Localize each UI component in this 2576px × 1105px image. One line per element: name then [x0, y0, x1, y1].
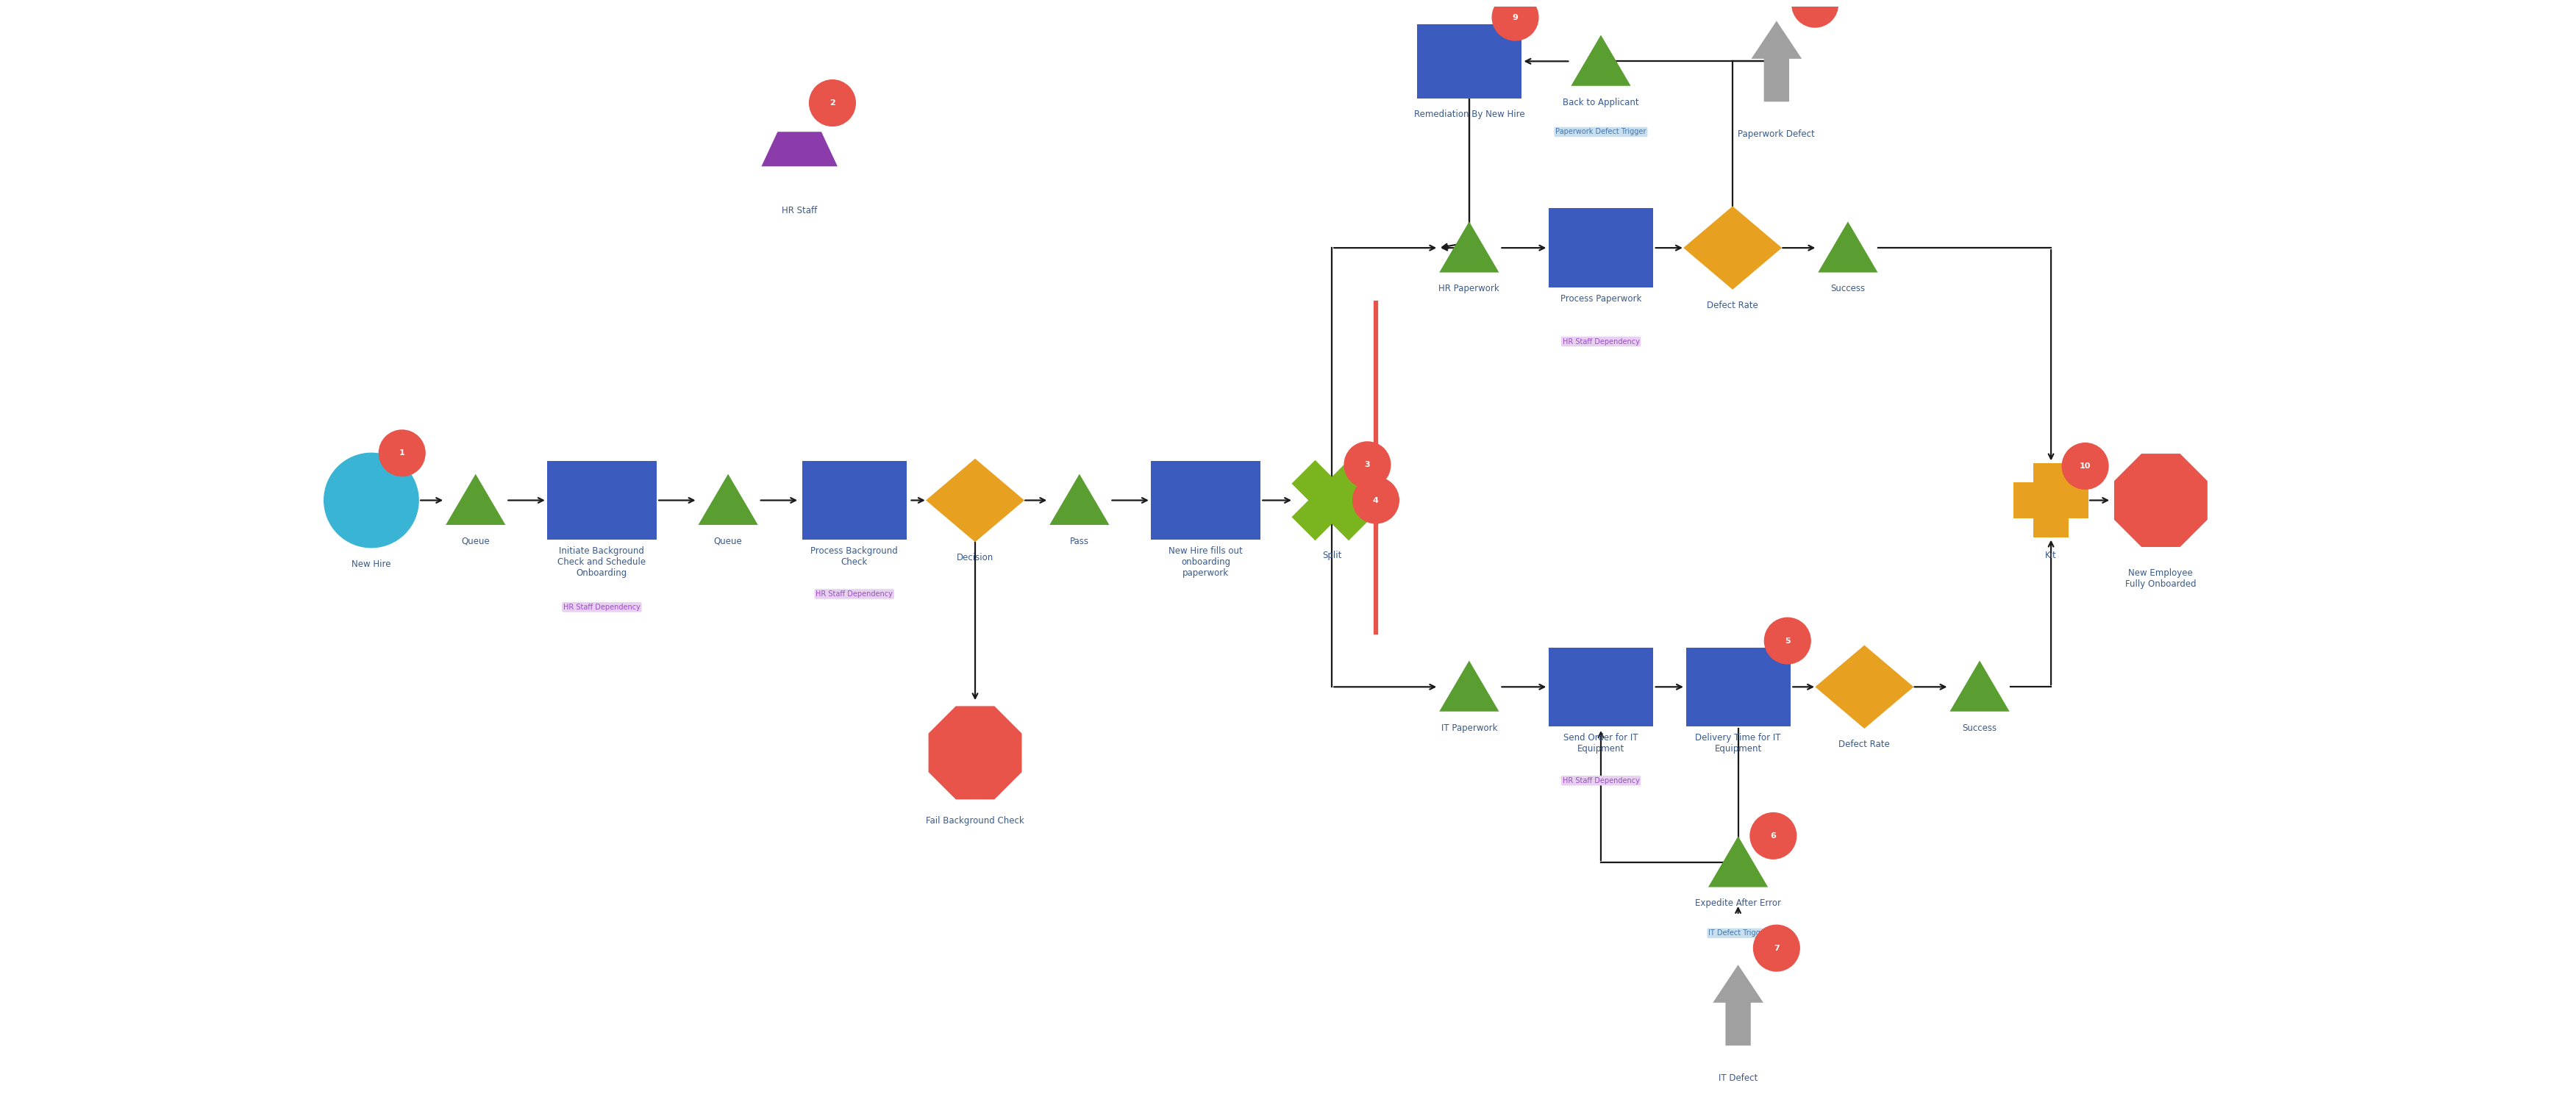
Text: Fail Background Check: Fail Background Check [925, 817, 1025, 825]
Text: Expedite After Error: Expedite After Error [1695, 898, 1780, 908]
Text: Queue: Queue [714, 537, 742, 546]
Text: Process Background
Check: Process Background Check [811, 546, 899, 567]
Text: Delivery Time for IT
Equipment: Delivery Time for IT Equipment [1695, 733, 1780, 754]
Text: Queue: Queue [461, 537, 489, 546]
Circle shape [325, 453, 417, 547]
Polygon shape [1440, 661, 1499, 712]
Text: New Employee
Fully Onboarded: New Employee Fully Onboarded [2125, 568, 2197, 589]
Circle shape [1345, 442, 1391, 488]
Text: 7: 7 [1775, 945, 1780, 951]
FancyBboxPatch shape [1417, 24, 1522, 98]
Polygon shape [1713, 965, 1765, 1045]
Polygon shape [1708, 836, 1767, 887]
Polygon shape [1819, 221, 1878, 273]
Text: Back to Applicant: Back to Applicant [1564, 97, 1638, 107]
Circle shape [1765, 618, 1811, 664]
Circle shape [2063, 443, 2107, 490]
Circle shape [1352, 477, 1399, 524]
Polygon shape [2115, 454, 2208, 547]
FancyBboxPatch shape [1685, 648, 1790, 726]
Polygon shape [762, 131, 837, 167]
Circle shape [1492, 0, 1538, 41]
Text: 8: 8 [1811, 0, 1819, 8]
FancyBboxPatch shape [1151, 461, 1260, 540]
Text: HR Staff Dependency: HR Staff Dependency [817, 590, 894, 598]
Circle shape [1793, 0, 1839, 28]
Text: Process Paperwork: Process Paperwork [1561, 294, 1641, 304]
Text: Success: Success [1832, 284, 1865, 294]
Text: 10: 10 [2079, 462, 2092, 470]
Circle shape [809, 80, 855, 126]
Circle shape [379, 430, 425, 476]
Text: Success: Success [1963, 723, 1996, 733]
Polygon shape [1950, 661, 2009, 712]
Text: Send Order for IT
Equipment: Send Order for IT Equipment [1564, 733, 1638, 754]
FancyBboxPatch shape [801, 461, 907, 540]
Text: Kit: Kit [2045, 551, 2056, 560]
FancyBboxPatch shape [2014, 483, 2089, 518]
Text: HR Staff: HR Staff [781, 207, 817, 215]
Polygon shape [1682, 207, 1783, 290]
Text: HR Staff Dependency: HR Staff Dependency [1561, 338, 1638, 345]
Polygon shape [698, 474, 757, 525]
Text: Remediation By New Hire: Remediation By New Hire [1414, 109, 1525, 119]
Polygon shape [1440, 221, 1499, 273]
Text: HR Staff Dependency: HR Staff Dependency [564, 603, 641, 611]
Polygon shape [1752, 21, 1801, 102]
Text: IT Paperwork: IT Paperwork [1440, 723, 1497, 733]
Text: IT Defect: IT Defect [1718, 1073, 1757, 1083]
Text: Split: Split [1321, 550, 1342, 560]
FancyBboxPatch shape [1548, 209, 1654, 287]
Text: 6: 6 [1770, 832, 1775, 840]
Polygon shape [1816, 645, 1914, 728]
Circle shape [1749, 813, 1795, 859]
FancyBboxPatch shape [1548, 648, 1654, 726]
Polygon shape [1291, 460, 1373, 540]
Polygon shape [1571, 35, 1631, 86]
Text: Defect Rate: Defect Rate [1839, 739, 1891, 749]
Text: Pass: Pass [1069, 537, 1090, 546]
Polygon shape [1291, 460, 1373, 540]
Text: Initiate Background
Check and Schedule
Onboarding: Initiate Background Check and Schedule O… [556, 546, 647, 578]
Text: New Hire: New Hire [353, 559, 392, 569]
Text: 2: 2 [829, 99, 835, 107]
Polygon shape [925, 459, 1025, 543]
Text: 5: 5 [1785, 638, 1790, 644]
Polygon shape [446, 474, 505, 525]
FancyBboxPatch shape [2032, 463, 2069, 538]
Text: Decision: Decision [956, 552, 994, 562]
Text: Defect Rate: Defect Rate [1708, 301, 1759, 311]
Polygon shape [1048, 474, 1110, 525]
Text: 3: 3 [1365, 461, 1370, 469]
Text: 4: 4 [1373, 496, 1378, 504]
Text: 1: 1 [399, 450, 404, 456]
Polygon shape [927, 706, 1023, 799]
Text: New Hire fills out
onboarding
paperwork: New Hire fills out onboarding paperwork [1170, 546, 1242, 578]
Text: IT Defect Trigger: IT Defect Trigger [1708, 929, 1767, 937]
Circle shape [1754, 925, 1801, 971]
Text: 9: 9 [1512, 13, 1517, 21]
FancyBboxPatch shape [546, 461, 657, 540]
Text: Paperwork Defect: Paperwork Defect [1739, 129, 1816, 139]
Text: Paperwork Defect Trigger: Paperwork Defect Trigger [1556, 128, 1646, 136]
Text: HR Paperwork: HR Paperwork [1440, 284, 1499, 294]
Text: HR Staff Dependency: HR Staff Dependency [1561, 777, 1638, 785]
